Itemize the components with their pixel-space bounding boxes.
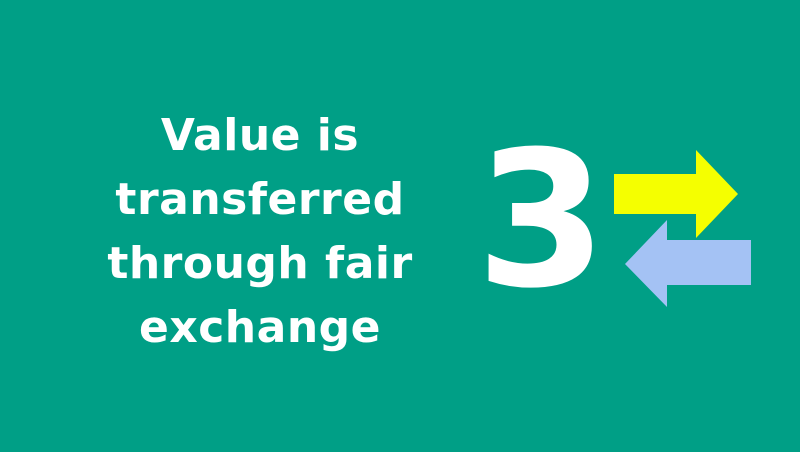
statement-line: exchange bbox=[139, 302, 381, 353]
statement-line: transferred bbox=[115, 174, 405, 225]
left-arrow-icon bbox=[625, 220, 751, 307]
statement-text: Value is transferred through fair exchan… bbox=[88, 104, 432, 360]
exchange-arrows-icon bbox=[614, 150, 751, 307]
principle-number: 3 bbox=[476, 111, 607, 330]
statement-line: Value is bbox=[160, 110, 360, 161]
right-arrow-icon bbox=[614, 150, 738, 238]
statement-line: through fair bbox=[107, 238, 413, 289]
